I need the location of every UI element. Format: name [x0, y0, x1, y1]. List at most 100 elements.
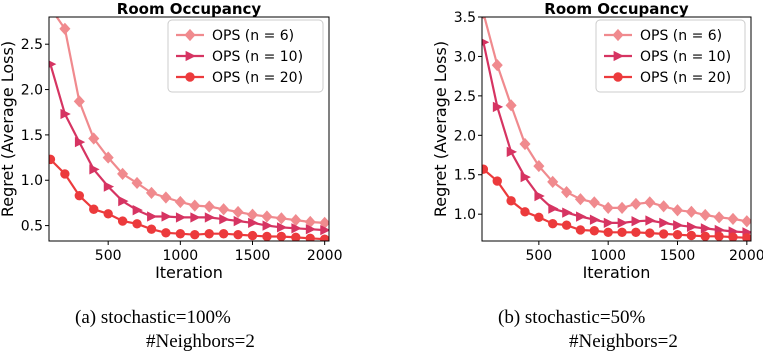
data-point: [742, 233, 751, 241]
legend-label-3: OPS (n = 20): [212, 70, 303, 86]
data-point: [603, 227, 613, 238]
data-point: [160, 191, 172, 204]
legend-label-2: OPS (n = 10): [640, 49, 731, 65]
legend-marker-3: [185, 72, 195, 82]
plot-area: [45, 2, 329, 241]
data-point: [174, 195, 186, 209]
data-point: [49, 60, 57, 68]
data-point: [548, 203, 559, 214]
legend-label-1: OPS (n = 6): [640, 28, 722, 44]
data-point: [262, 220, 273, 231]
data-point: [492, 101, 504, 113]
data-point: [492, 176, 502, 186]
data-point: [574, 193, 586, 206]
legend: OPS (n = 6) OPS (n = 10) OPS (n = 20): [167, 19, 324, 93]
data-point: [147, 211, 158, 222]
y-tick-label: 3.0: [454, 49, 476, 65]
data-point: [219, 214, 230, 225]
data-point: [547, 175, 559, 188]
data-point: [59, 22, 71, 35]
data-point: [673, 220, 684, 231]
data-point: [534, 190, 545, 202]
data-point: [218, 229, 229, 239]
data-point: [616, 201, 628, 214]
data-point: [218, 203, 230, 216]
data-point: [631, 227, 641, 238]
legend-marker-1: [184, 28, 196, 42]
x-tick-label: 500: [95, 248, 122, 264]
data-point: [576, 211, 587, 222]
chart-panel-a: Room Occupancy 500 1000 1500 2000 0.5 1.0 1.5 2.…: [0, 0, 381, 364]
legend-box: [595, 19, 746, 93]
data-point: [630, 197, 642, 211]
data-point: [561, 186, 573, 199]
data-point: [118, 195, 129, 207]
y-tick-label: 0.5: [21, 219, 43, 235]
data-point: [482, 164, 489, 174]
data-point: [102, 151, 114, 164]
y-axis-label: Regret (Average Loss): [431, 41, 450, 217]
data-point: [505, 99, 517, 112]
data-point: [117, 216, 128, 226]
data-point: [658, 229, 669, 239]
data-point: [204, 212, 216, 223]
data-point: [491, 59, 503, 72]
data-point: [685, 205, 697, 218]
x-tick-label: 2000: [729, 248, 763, 264]
legend-box: [167, 19, 324, 93]
data-point: [45, 2, 55, 13]
data-point: [132, 219, 142, 229]
data-point: [700, 223, 712, 234]
data-point: [727, 212, 739, 226]
data-point: [659, 217, 670, 229]
data-point: [603, 217, 615, 229]
x-axis-label: Iteration: [583, 263, 651, 282]
y-axis-label: Regret (Average Loss): [0, 41, 17, 217]
data-point: [291, 223, 302, 234]
data-point: [588, 196, 600, 209]
caption-b-line1: (b) stochastic=50%: [498, 307, 646, 328]
plot-area: [482, 17, 751, 241]
data-point: [233, 229, 243, 240]
data-point: [520, 207, 530, 217]
data-point: [631, 216, 642, 227]
legend-marker-2: [613, 50, 624, 62]
data-point: [700, 231, 710, 241]
x-axis-label: Iteration: [155, 263, 223, 282]
data-point: [73, 95, 85, 108]
data-point: [305, 233, 315, 241]
legend-marker-3: [613, 72, 623, 82]
data-point: [686, 230, 697, 241]
data-point: [506, 146, 518, 158]
data-point: [247, 230, 258, 241]
caption-a: (a) stochastic=100% #Neighbors=2: [75, 306, 255, 354]
data-point: [305, 224, 317, 235]
data-point: [261, 210, 273, 223]
data-point: [320, 224, 329, 236]
data-point: [204, 229, 214, 239]
data-point: [117, 167, 129, 180]
data-point: [131, 176, 143, 190]
data-point: [132, 205, 143, 216]
data-point: [89, 204, 99, 214]
data-point: [520, 171, 531, 183]
data-point: [103, 181, 115, 192]
data-point: [699, 208, 711, 222]
data-point: [671, 204, 684, 217]
chart-title: Room Occupancy: [544, 0, 689, 18]
data-point: [548, 218, 558, 229]
data-point: [60, 169, 70, 179]
y-tick-label: 2.0: [454, 128, 476, 144]
data-point: [506, 196, 516, 206]
data-point: [60, 108, 71, 120]
chart-a-svg: Room Occupancy 500 1000 1500 2000 0.5 1.0 1.5 2.…: [0, 0, 342, 282]
data-point: [233, 215, 244, 227]
data-point: [534, 212, 544, 223]
data-point: [686, 221, 698, 232]
data-point: [672, 229, 683, 240]
chart-title: Room Occupancy: [117, 0, 262, 18]
data-point: [714, 231, 724, 241]
y-tick-label: 2.0: [21, 83, 43, 99]
data-point: [145, 186, 158, 200]
y-tick-label: 1.5: [21, 128, 43, 144]
